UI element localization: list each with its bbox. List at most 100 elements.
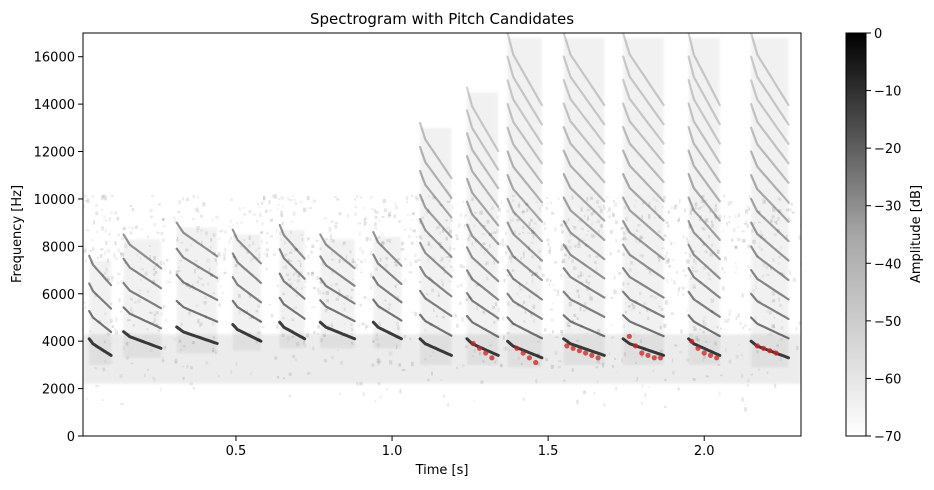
noise-speckle bbox=[676, 292, 679, 297]
noise-speckle bbox=[739, 321, 743, 326]
noise-speckle bbox=[101, 209, 103, 211]
noise-speckle bbox=[663, 234, 667, 238]
noise-speckle bbox=[664, 405, 667, 409]
noise-speckle bbox=[374, 399, 377, 403]
noise-speckle bbox=[455, 234, 458, 237]
pitch-candidate-point bbox=[657, 355, 664, 361]
harmonic-trace bbox=[622, 196, 665, 241]
colorbar-tick-label: −20 bbox=[874, 142, 901, 157]
harmonic-trace bbox=[278, 248, 306, 280]
harmonic-trace bbox=[687, 173, 721, 222]
noise-speckle bbox=[162, 304, 166, 308]
harmonic-trace bbox=[622, 102, 665, 164]
noise-speckle bbox=[452, 268, 455, 272]
noise-speckle bbox=[562, 196, 565, 199]
noise-speckle bbox=[308, 207, 312, 210]
noise-speckle bbox=[406, 213, 410, 217]
noise-speckle bbox=[799, 223, 801, 228]
noise-speckle bbox=[243, 213, 247, 216]
noise-speckle bbox=[413, 253, 417, 257]
noise-speckle bbox=[604, 295, 607, 298]
harmonic-trace bbox=[750, 197, 790, 243]
noise-speckle bbox=[121, 252, 125, 257]
noise-speckle bbox=[173, 216, 176, 219]
colorbar-label: Amplitude [dB] bbox=[909, 185, 924, 283]
noise-speckle bbox=[665, 221, 669, 224]
noise-speckle bbox=[552, 302, 555, 305]
noise-speckle bbox=[258, 205, 261, 208]
noise-speckle bbox=[157, 203, 161, 206]
noise-speckle bbox=[291, 194, 294, 198]
noise-speckle bbox=[743, 407, 747, 412]
noise-speckle bbox=[734, 271, 737, 274]
noise-speckle bbox=[269, 218, 274, 222]
noise-speckle bbox=[369, 250, 373, 255]
noise-speckle bbox=[317, 287, 320, 292]
harmonic-trace bbox=[88, 282, 113, 310]
noise-speckle bbox=[263, 252, 266, 256]
harmonic-trace bbox=[750, 174, 790, 223]
noise-speckle bbox=[156, 231, 159, 234]
harmonic-trace bbox=[622, 33, 665, 107]
noise-speckle bbox=[737, 213, 741, 217]
noise-speckle bbox=[275, 229, 278, 234]
noise-speckle bbox=[281, 197, 285, 200]
noise-speckle bbox=[268, 303, 272, 306]
harmonic-trace bbox=[750, 150, 790, 204]
noise-speckle bbox=[670, 205, 674, 210]
harmonic-trace bbox=[562, 314, 606, 338]
noise-speckle bbox=[722, 286, 725, 291]
noise-speckle bbox=[311, 244, 315, 249]
harmonic-trace bbox=[465, 314, 500, 338]
noise-speckle bbox=[288, 394, 292, 397]
noise-speckle bbox=[673, 242, 676, 245]
noise-speckle bbox=[663, 195, 666, 200]
noise-speckle bbox=[358, 231, 361, 236]
noise-speckle bbox=[83, 249, 87, 254]
noise-speckle bbox=[787, 202, 791, 205]
noise-speckle bbox=[219, 284, 222, 288]
noise-speckle bbox=[746, 384, 749, 387]
noise-speckle bbox=[743, 239, 746, 243]
noise-speckle bbox=[546, 202, 550, 205]
call-haze bbox=[373, 236, 402, 349]
noise-speckle bbox=[149, 208, 153, 213]
harmonic-trace bbox=[372, 231, 403, 267]
noise-speckle bbox=[162, 238, 165, 243]
harmonic-trace bbox=[687, 55, 721, 126]
noise-speckle bbox=[162, 218, 165, 221]
harmonic-trace bbox=[750, 126, 790, 184]
harmonic-trace bbox=[506, 292, 543, 320]
noise-speckle bbox=[175, 270, 177, 274]
noise-speckle bbox=[110, 194, 115, 197]
harmonic-trace bbox=[175, 221, 219, 258]
noise-speckle bbox=[611, 212, 615, 217]
harmonic-trace bbox=[419, 217, 453, 258]
noise-speckle bbox=[747, 244, 751, 249]
harmonic-trace bbox=[465, 177, 500, 227]
harmonic-trace bbox=[465, 86, 500, 153]
noise-speckle bbox=[305, 245, 308, 248]
noise-speckle bbox=[318, 247, 320, 250]
noise-speckle bbox=[111, 276, 114, 279]
noise-speckle bbox=[608, 207, 611, 212]
pitch-candidate-point bbox=[767, 348, 773, 354]
noise-speckle bbox=[500, 200, 503, 205]
noise-speckle bbox=[85, 397, 88, 400]
noise-speckle bbox=[312, 305, 317, 309]
noise-speckle bbox=[230, 236, 233, 240]
harmonic-trace bbox=[506, 197, 543, 243]
noise-speckle bbox=[369, 238, 372, 242]
noise-speckle bbox=[608, 215, 611, 219]
noise-speckle bbox=[95, 385, 99, 388]
noise-speckle bbox=[612, 199, 615, 203]
noise-speckle bbox=[312, 286, 316, 290]
noise-speckle bbox=[101, 399, 104, 401]
noise-speckle bbox=[211, 218, 214, 221]
noise-speckle bbox=[357, 222, 362, 225]
harmonic-trace bbox=[750, 103, 790, 165]
noise-speckle bbox=[617, 249, 620, 253]
noise-speckle bbox=[363, 207, 366, 209]
pitch-candidate-point bbox=[483, 350, 489, 356]
noise-speckle bbox=[502, 268, 506, 271]
